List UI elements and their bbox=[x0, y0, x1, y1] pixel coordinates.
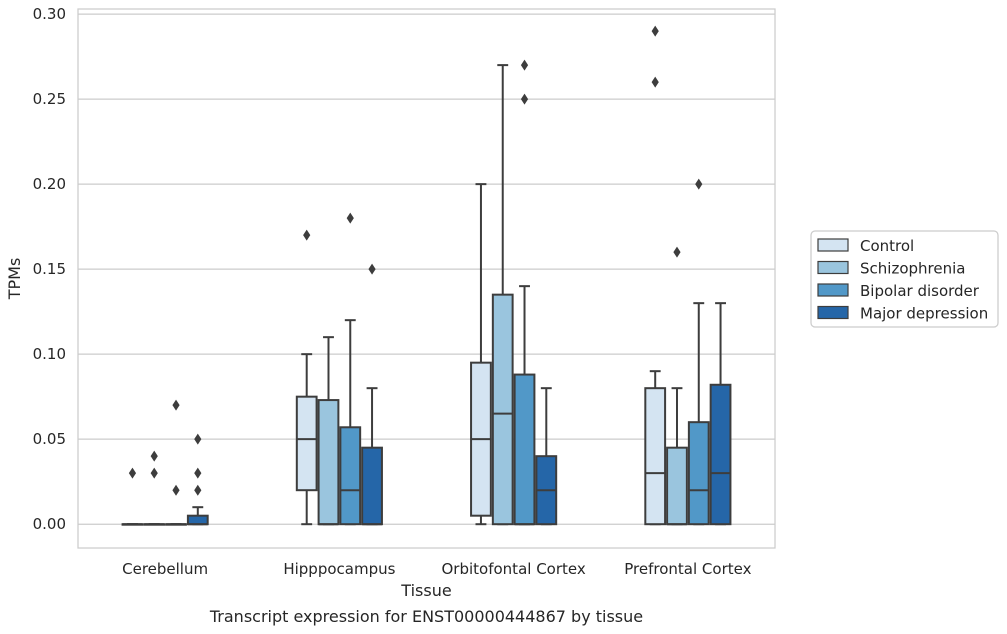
x-tick-label: Hipppocampus bbox=[283, 560, 395, 578]
box bbox=[361, 263, 383, 526]
y-tick-label: 0.10 bbox=[33, 345, 66, 363]
box-body bbox=[317, 399, 340, 526]
y-tick-label: 0.30 bbox=[33, 5, 66, 23]
y-tick-label: 0.00 bbox=[33, 515, 66, 533]
chart-caption: Transcript expression for ENST0000044486… bbox=[209, 607, 643, 626]
box bbox=[317, 336, 340, 526]
outlier-point bbox=[128, 467, 137, 479]
outlier-point bbox=[194, 484, 202, 496]
legend-frame bbox=[810, 230, 999, 328]
legend-label: Schizophrenia bbox=[860, 260, 965, 278]
box bbox=[339, 212, 362, 526]
box bbox=[666, 246, 688, 526]
y-tick-label: 0.25 bbox=[33, 90, 66, 108]
box bbox=[687, 178, 710, 526]
y-tick-label: 0.15 bbox=[33, 260, 66, 278]
box-body bbox=[186, 514, 209, 526]
outlier-point bbox=[150, 450, 158, 462]
series-group bbox=[121, 25, 667, 526]
outlier-point bbox=[520, 59, 529, 71]
box bbox=[513, 59, 536, 526]
legend: Control Schizophrenia Bipolar disorder Majo… bbox=[810, 230, 999, 328]
outlier-point bbox=[303, 229, 311, 241]
box bbox=[535, 387, 558, 526]
y-axis-label: TPMs bbox=[5, 258, 24, 301]
box bbox=[295, 229, 318, 526]
box bbox=[470, 183, 492, 526]
box bbox=[186, 433, 209, 526]
box-body bbox=[687, 421, 710, 526]
outlier-point bbox=[695, 178, 703, 190]
outlier-point bbox=[172, 484, 180, 496]
series-group bbox=[186, 263, 732, 526]
box-body bbox=[361, 446, 383, 526]
outlier-point bbox=[368, 263, 376, 275]
box-body bbox=[339, 426, 362, 526]
x-tick-label: Prefrontal Cortex bbox=[624, 560, 751, 578]
outlier-point bbox=[651, 76, 659, 88]
y-axis-ticks: 0.00 0.05 0.10 0.15 0.20 0.25 0.30 bbox=[33, 5, 66, 533]
legend-label: Control bbox=[860, 237, 914, 255]
box bbox=[121, 467, 144, 526]
box bbox=[709, 302, 732, 526]
legend-swatch bbox=[817, 283, 849, 297]
legend-label: Bipolar disorder bbox=[860, 282, 980, 300]
legend-swatch bbox=[817, 305, 849, 320]
box-body bbox=[644, 387, 667, 526]
box bbox=[491, 64, 514, 526]
outlier-point bbox=[673, 246, 681, 258]
legend-swatch bbox=[817, 260, 849, 275]
x-tick-label: Cerebellum bbox=[122, 560, 208, 578]
x-axis-ticks: Cerebellum Hipppocampus Orbitofontal Corte… bbox=[122, 560, 751, 578]
series-group bbox=[143, 64, 688, 526]
series-group bbox=[165, 59, 710, 526]
outlier-point bbox=[346, 212, 354, 224]
x-axis-label: Tissue bbox=[400, 581, 451, 600]
box-body bbox=[709, 383, 732, 526]
x-tick-label: Orbitofontal Cortex bbox=[442, 560, 586, 578]
outlier-point bbox=[172, 399, 180, 411]
outlier-point bbox=[651, 25, 659, 37]
box bbox=[143, 450, 166, 526]
gridlines bbox=[78, 13, 775, 525]
outlier-point bbox=[194, 433, 202, 445]
outlier-point bbox=[520, 93, 529, 105]
legend-swatch bbox=[817, 238, 849, 252]
plot-frame bbox=[77, 8, 776, 549]
y-tick-label: 0.20 bbox=[33, 175, 66, 193]
box-body bbox=[513, 373, 536, 526]
box-body bbox=[666, 446, 688, 526]
legend-label: Major depression bbox=[860, 305, 988, 323]
box-body bbox=[491, 293, 514, 526]
y-tick-label: 0.05 bbox=[33, 430, 66, 448]
outlier-point bbox=[150, 467, 158, 479]
box-body bbox=[295, 395, 318, 492]
box bbox=[644, 25, 667, 526]
outlier-point bbox=[194, 467, 202, 479]
box bbox=[165, 399, 187, 526]
box-series bbox=[121, 25, 732, 526]
